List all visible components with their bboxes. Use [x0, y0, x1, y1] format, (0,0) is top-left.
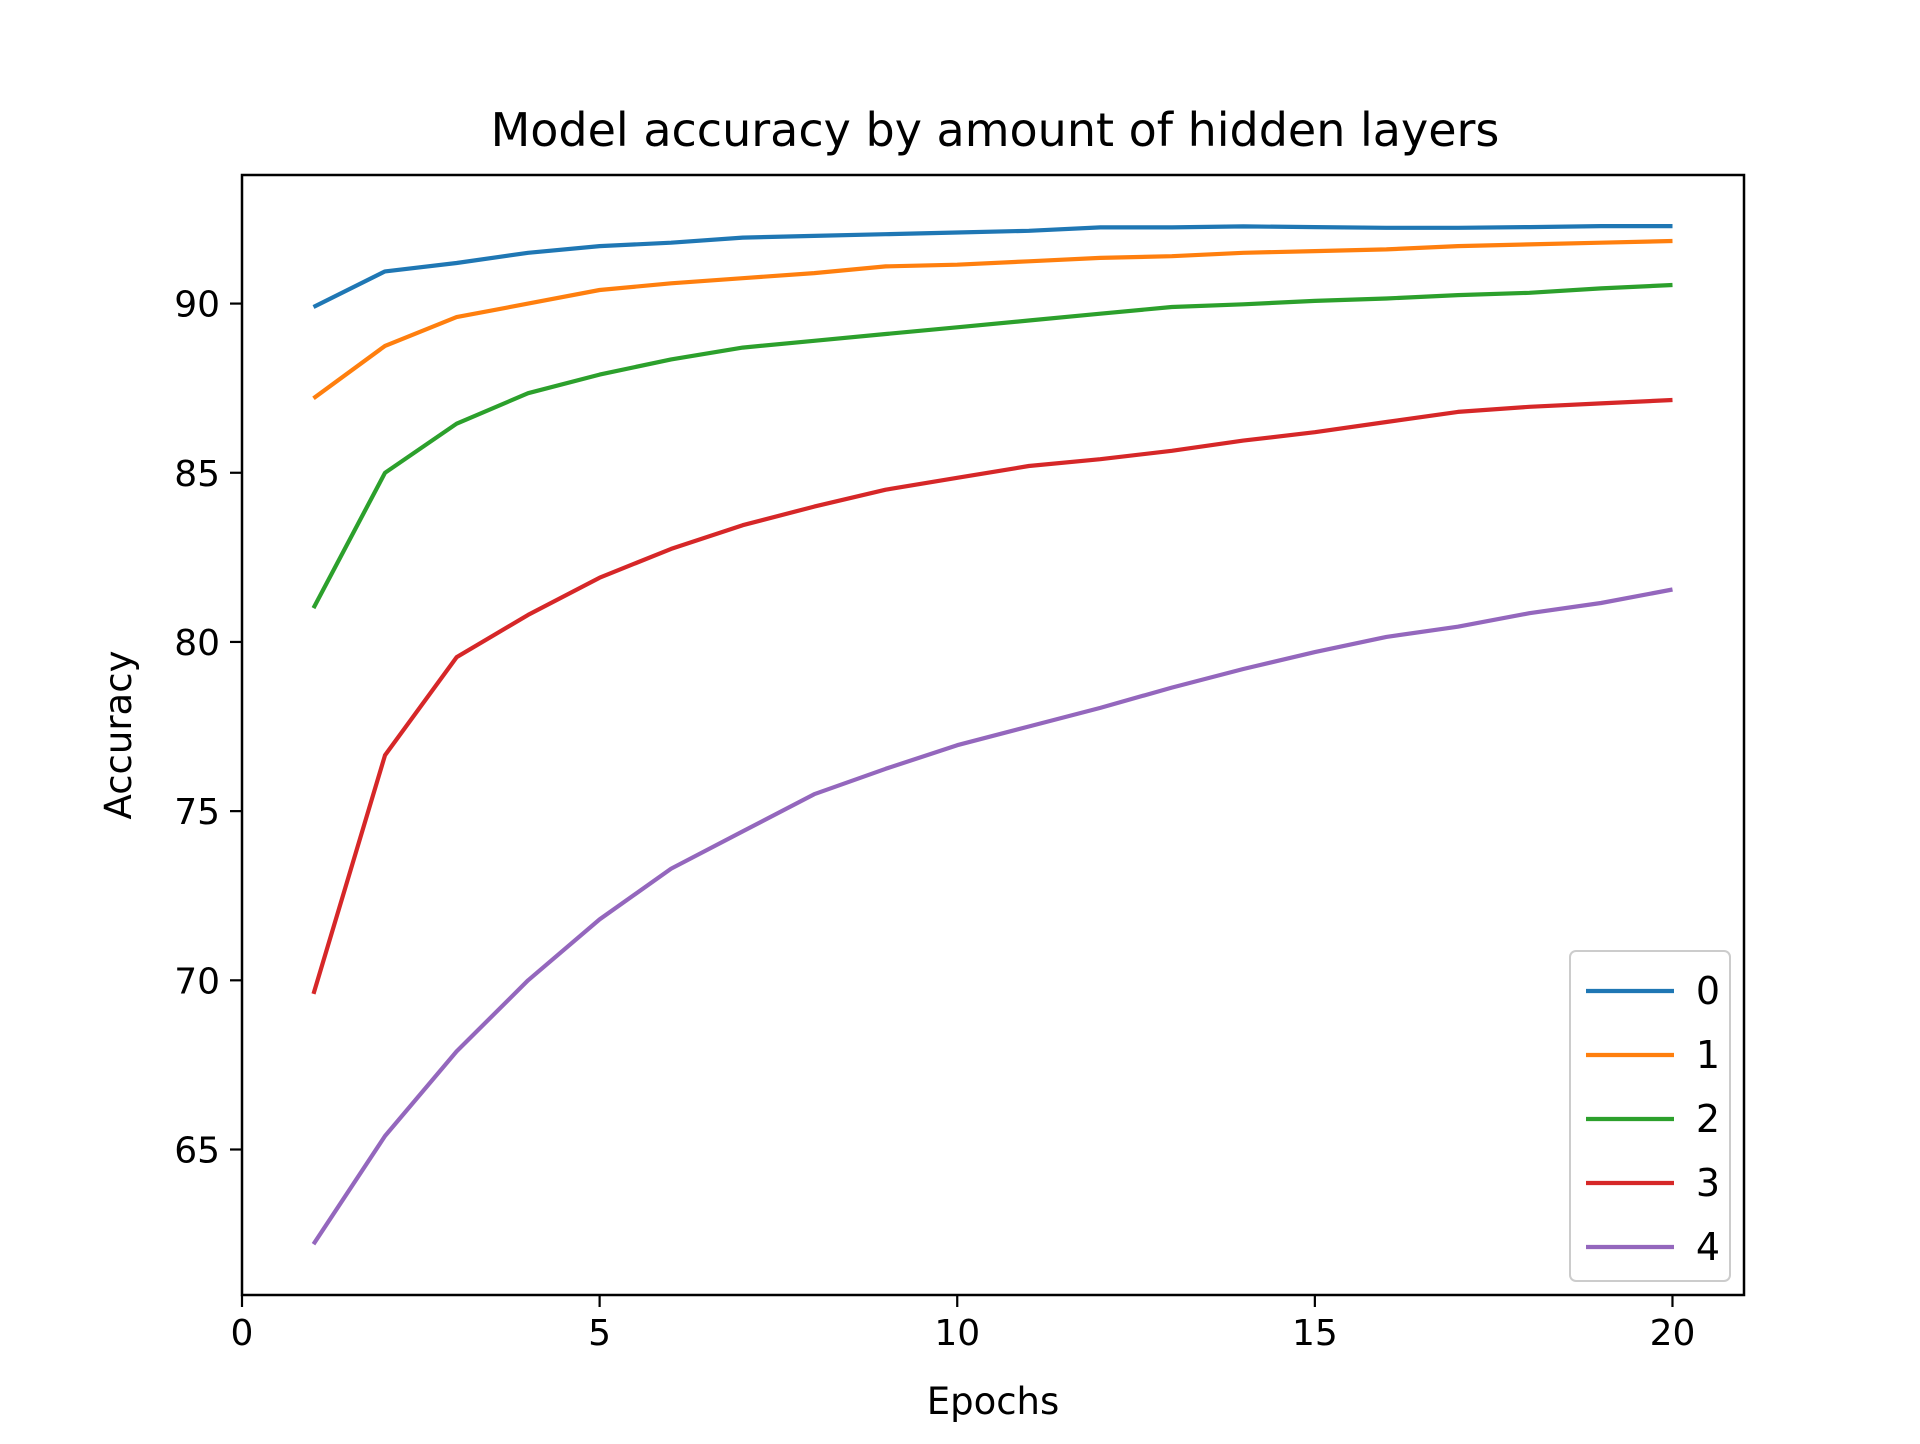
- series-line-4: [311, 587, 1673, 1246]
- series-line-3: [311, 397, 1673, 995]
- y-tick-label: 85: [174, 454, 220, 495]
- series-line-2: [311, 282, 1673, 610]
- x-tick-label: 20: [1650, 1313, 1696, 1354]
- y-axis: 65 70 75 80 85 90: [174, 285, 242, 1172]
- legend-label-3: 3: [1696, 1161, 1720, 1205]
- y-axis-label: Accuracy: [97, 651, 140, 820]
- y-tick-label: 65: [174, 1131, 220, 1172]
- x-tick-label: 5: [588, 1313, 611, 1354]
- y-tick-label: 90: [174, 285, 220, 326]
- y-tick-label: 75: [174, 792, 220, 833]
- y-tick-label: 80: [174, 623, 220, 664]
- legend-label-2: 2: [1696, 1097, 1720, 1141]
- legend-label-4: 4: [1696, 1225, 1720, 1269]
- legend-box: [1569, 950, 1731, 1282]
- series-layer: [311, 224, 1673, 1246]
- x-axis-label: Epochs: [927, 1380, 1060, 1423]
- series-line-0: [312, 224, 1673, 309]
- x-tick-label: 15: [1292, 1313, 1338, 1354]
- legend-label-1: 1: [1696, 1033, 1720, 1077]
- chart-title: Model accuracy by amount of hidden layer…: [491, 103, 1500, 157]
- y-tick-label: 70: [174, 961, 220, 1002]
- legend: 0 1 2 3 4: [1569, 950, 1731, 1282]
- legend-label-0: 0: [1696, 969, 1720, 1013]
- plot-area-frame: [240, 173, 1746, 1297]
- series-line-1: [312, 238, 1673, 400]
- x-tick-label: 0: [231, 1313, 254, 1354]
- x-tick-label: 10: [934, 1313, 980, 1354]
- x-axis: 0 5 10 15 20: [231, 1295, 1696, 1354]
